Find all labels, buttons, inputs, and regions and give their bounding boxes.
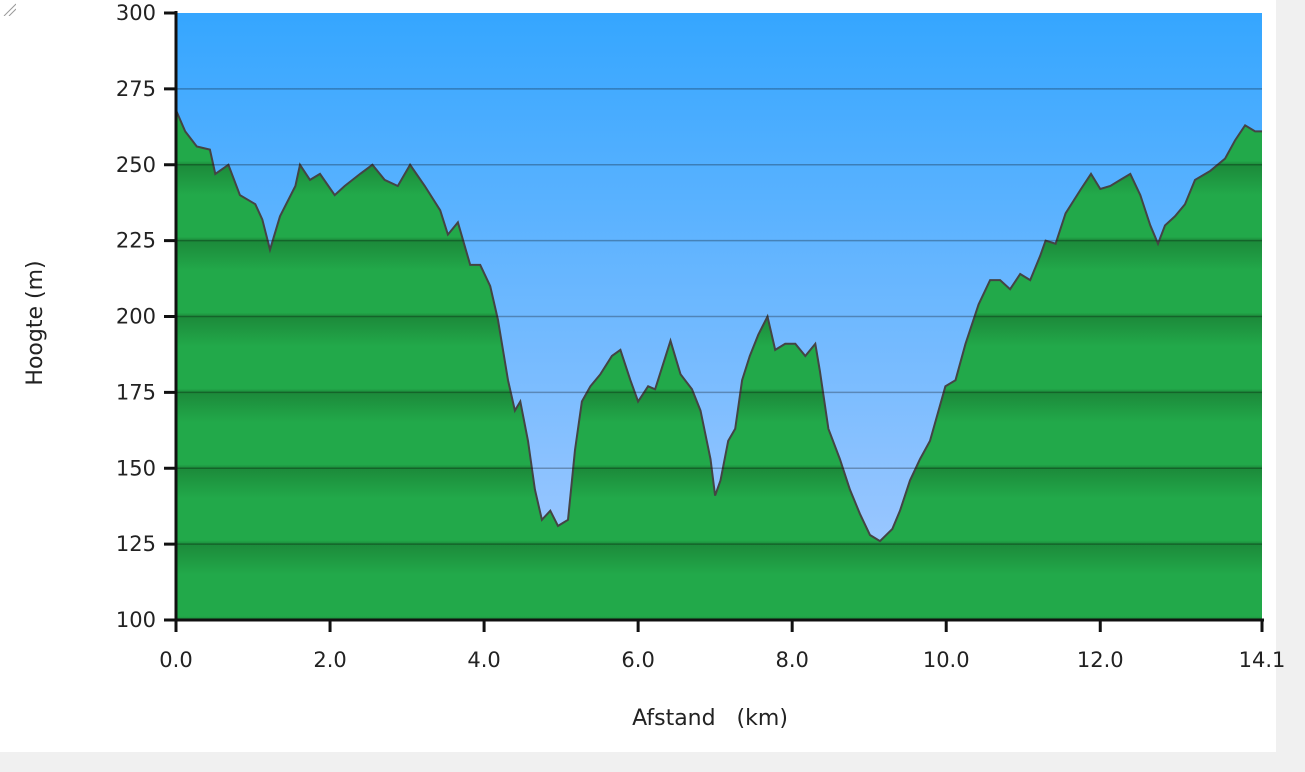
y-tick-label: 250 [116, 153, 156, 177]
x-tick-label: 10.0 [923, 648, 970, 672]
x-tick-label: 12.0 [1077, 648, 1124, 672]
x-tick-label: 14.1 [1239, 648, 1286, 672]
y-tick-label: 300 [116, 1, 156, 25]
resize-grip-icon[interactable] [0, 0, 16, 16]
y-tick-label: 275 [116, 77, 156, 101]
x-tick-label: 6.0 [621, 648, 654, 672]
elevation-line [175, 109, 1262, 543]
y-tick-label: 200 [116, 305, 156, 329]
x-tick-label: 4.0 [467, 648, 500, 672]
x-tick-label: 8.0 [775, 648, 808, 672]
y-axis-label: Hoogte (m) [23, 260, 48, 385]
y-tick-label: 150 [116, 456, 156, 480]
y-tick-label: 175 [116, 380, 156, 404]
y-tick-label: 125 [116, 532, 156, 556]
x-tick-label: 2.0 [313, 648, 346, 672]
x-tick-label: 0.0 [159, 648, 192, 672]
y-tick-label: 100 [116, 608, 156, 632]
elevation-area [176, 110, 1262, 620]
x-axis-label: Afstand (km) [632, 706, 788, 731]
y-tick-label: 225 [116, 229, 156, 253]
